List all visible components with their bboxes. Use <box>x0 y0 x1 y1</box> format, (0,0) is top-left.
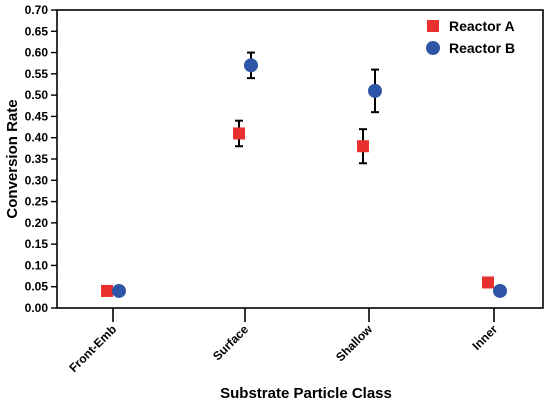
x-tick-label: Shallow <box>333 322 375 364</box>
plot-marks <box>101 51 507 298</box>
y-tick-label: 0.60 <box>25 46 49 60</box>
data-point-reactor-a <box>233 127 245 140</box>
y-tick-label: 0.40 <box>25 131 49 145</box>
x-tick-label: Inner <box>469 322 500 353</box>
data-point-reactor-a <box>482 276 494 289</box>
y-tick-label: 0.25 <box>25 195 49 209</box>
y-tick-label: 0.35 <box>25 152 49 166</box>
y-tick-label: 0.50 <box>25 88 49 102</box>
y-axis: 0.00 0.05 0.10 0.15 0.20 0.25 0.30 0.35 0.40 0.45… <box>25 3 57 315</box>
x-tick-label: Surface <box>210 322 251 363</box>
x-axis: Front-Emb Surface Shallow Inner <box>66 308 500 375</box>
y-tick-label: 0.45 <box>25 109 49 123</box>
data-point-reactor-a <box>101 284 113 297</box>
y-tick-label: 0.70 <box>25 3 49 17</box>
x-axis-title: Substrate Particle Class <box>220 385 392 402</box>
y-axis-title: Conversion Rate <box>4 99 21 218</box>
y-tick-label: 0.15 <box>25 237 49 251</box>
data-point-reactor-a <box>357 140 369 153</box>
data-point-reactor-b <box>112 283 126 298</box>
legend-marker-reactor-a <box>427 20 439 32</box>
x-tick-label: Front-Emb <box>66 322 119 375</box>
data-point-reactor-b <box>368 83 382 98</box>
y-tick-label: 0.55 <box>25 67 49 81</box>
y-tick-label: 0.30 <box>25 173 49 187</box>
legend-label: Reactor A <box>449 18 515 34</box>
data-point-reactor-b <box>244 58 258 73</box>
y-tick-label: 0.00 <box>25 301 49 315</box>
legend-marker-reactor-b <box>426 41 440 55</box>
legend-label: Reactor B <box>449 40 515 56</box>
y-tick-label: 0.20 <box>25 216 49 230</box>
y-tick-label: 0.65 <box>25 24 49 38</box>
y-tick-label: 0.05 <box>25 280 49 294</box>
y-tick-label: 0.10 <box>25 258 49 272</box>
legend: Reactor A Reactor B <box>426 18 515 56</box>
data-point-reactor-b <box>493 283 507 298</box>
